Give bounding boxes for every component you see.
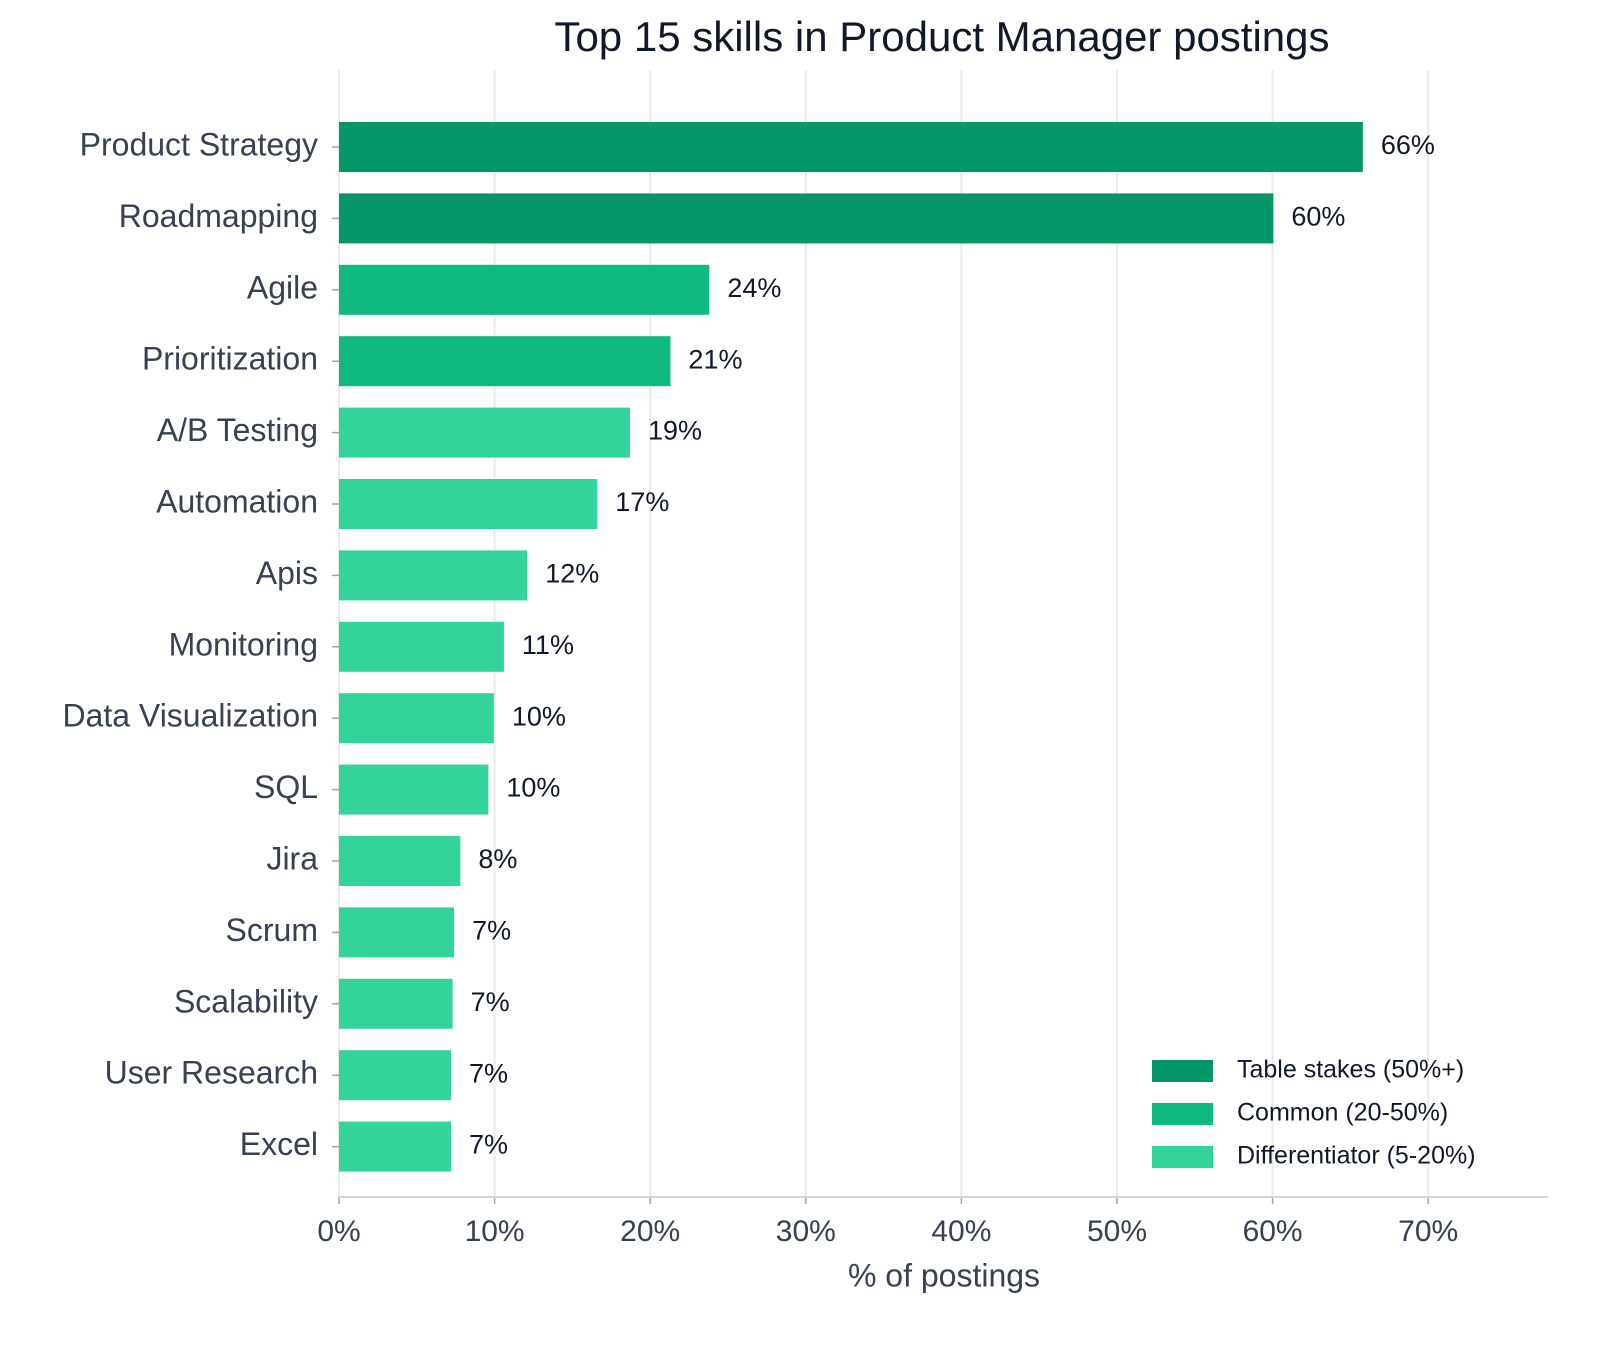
x-tick-label: 0% — [317, 1215, 360, 1248]
x-tick-label: 40% — [931, 1215, 991, 1248]
value-label: 24% — [727, 273, 781, 303]
x-tick-label: 10% — [465, 1215, 525, 1248]
value-label: 60% — [1291, 202, 1345, 232]
bar — [339, 407, 630, 458]
x-tick-label: 20% — [620, 1215, 680, 1248]
bar — [339, 1050, 452, 1101]
bar — [339, 1121, 452, 1172]
legend-label: Table stakes (50%+) — [1237, 1056, 1464, 1084]
value-label: 10% — [506, 773, 560, 803]
y-tick-label: Scrum — [226, 912, 318, 948]
y-tick-label: User Research — [105, 1055, 318, 1091]
chart-title: Top 15 skills in Product Manager posting… — [554, 13, 1329, 60]
bar — [339, 978, 453, 1029]
y-tick-label: Data Visualization — [62, 698, 318, 734]
bar — [339, 764, 489, 815]
value-label: 7% — [469, 1058, 508, 1088]
y-tick-label: Jira — [266, 840, 318, 876]
value-label: 7% — [469, 1130, 508, 1160]
y-tick-label: Roadmapping — [119, 198, 318, 234]
legend-swatch — [1152, 1060, 1213, 1082]
bar — [339, 122, 1363, 172]
y-tick-label: A/B Testing — [157, 412, 318, 448]
value-label: 12% — [545, 559, 599, 589]
y-tick-label: Excel — [240, 1126, 318, 1162]
legend-label: Common (20-50%) — [1237, 1099, 1448, 1127]
bar — [339, 550, 528, 601]
value-label: 17% — [615, 487, 669, 517]
y-tick-label: Automation — [156, 483, 318, 519]
x-tick-label: 30% — [776, 1215, 836, 1248]
y-tick-label: Monitoring — [169, 626, 318, 662]
y-tick-label: Prioritization — [142, 341, 318, 377]
legend-swatch — [1152, 1146, 1213, 1168]
bar — [339, 336, 671, 387]
bar — [339, 479, 598, 529]
x-tick-label: 50% — [1087, 1215, 1147, 1248]
legend-swatch — [1152, 1103, 1213, 1125]
y-tick-label: Apis — [256, 555, 318, 591]
bar — [339, 621, 504, 672]
value-label: 66% — [1381, 130, 1435, 160]
bar — [339, 264, 710, 315]
x-tick-label: 70% — [1398, 1215, 1458, 1248]
value-label: 19% — [648, 416, 702, 446]
value-label: 21% — [688, 344, 742, 374]
value-label: 10% — [512, 701, 566, 731]
legend-label: Differentiator (5-20%) — [1237, 1142, 1476, 1170]
bar — [339, 693, 494, 744]
y-tick-label: Agile — [247, 269, 318, 305]
bar — [339, 193, 1274, 244]
value-label: 11% — [522, 630, 574, 660]
x-axis-label: % of postings — [848, 1257, 1040, 1293]
value-label: 7% — [471, 987, 510, 1017]
y-tick-label: SQL — [254, 769, 318, 805]
value-label: 8% — [478, 844, 517, 874]
value-label: 7% — [472, 916, 511, 946]
y-tick-label: Scalability — [174, 983, 318, 1019]
x-tick-label: 60% — [1243, 1215, 1303, 1248]
y-tick-label: Product Strategy — [80, 126, 318, 162]
bar — [339, 836, 461, 886]
bar — [339, 907, 455, 958]
